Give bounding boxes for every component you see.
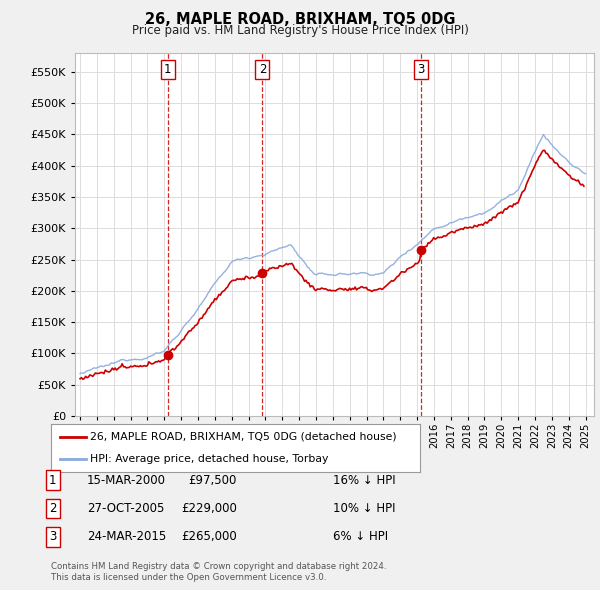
Text: 3: 3 — [417, 63, 425, 76]
Text: 6% ↓ HPI: 6% ↓ HPI — [333, 530, 388, 543]
Text: Price paid vs. HM Land Registry's House Price Index (HPI): Price paid vs. HM Land Registry's House … — [131, 24, 469, 37]
Text: 10% ↓ HPI: 10% ↓ HPI — [333, 502, 395, 515]
Text: 24-MAR-2015: 24-MAR-2015 — [87, 530, 166, 543]
Text: This data is licensed under the Open Government Licence v3.0.: This data is licensed under the Open Gov… — [51, 573, 326, 582]
Text: 3: 3 — [49, 530, 56, 543]
Text: 1: 1 — [49, 474, 56, 487]
Text: 26, MAPLE ROAD, BRIXHAM, TQ5 0DG (detached house): 26, MAPLE ROAD, BRIXHAM, TQ5 0DG (detach… — [90, 432, 397, 442]
Text: 26, MAPLE ROAD, BRIXHAM, TQ5 0DG: 26, MAPLE ROAD, BRIXHAM, TQ5 0DG — [145, 12, 455, 27]
Text: £265,000: £265,000 — [181, 530, 237, 543]
Text: 27-OCT-2005: 27-OCT-2005 — [87, 502, 164, 515]
Text: HPI: Average price, detached house, Torbay: HPI: Average price, detached house, Torb… — [90, 454, 328, 464]
Text: £229,000: £229,000 — [181, 502, 237, 515]
Text: 15-MAR-2000: 15-MAR-2000 — [87, 474, 166, 487]
Text: 2: 2 — [49, 502, 56, 515]
Text: 2: 2 — [259, 63, 266, 76]
Text: 16% ↓ HPI: 16% ↓ HPI — [333, 474, 395, 487]
Text: Contains HM Land Registry data © Crown copyright and database right 2024.: Contains HM Land Registry data © Crown c… — [51, 562, 386, 571]
Text: £97,500: £97,500 — [188, 474, 237, 487]
Text: 1: 1 — [164, 63, 172, 76]
